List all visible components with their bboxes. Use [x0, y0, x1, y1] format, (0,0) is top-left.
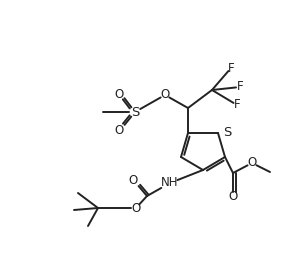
- Text: F: F: [237, 81, 243, 93]
- Text: O: O: [114, 124, 124, 136]
- Text: O: O: [128, 173, 138, 186]
- Text: O: O: [228, 191, 238, 204]
- Text: S: S: [131, 106, 139, 119]
- Text: O: O: [131, 201, 141, 214]
- Text: S: S: [223, 125, 231, 139]
- Text: F: F: [228, 62, 234, 74]
- Text: F: F: [234, 98, 240, 111]
- Text: O: O: [114, 87, 124, 101]
- Text: NH: NH: [161, 177, 179, 190]
- Text: O: O: [248, 157, 256, 169]
- Text: O: O: [160, 88, 169, 101]
